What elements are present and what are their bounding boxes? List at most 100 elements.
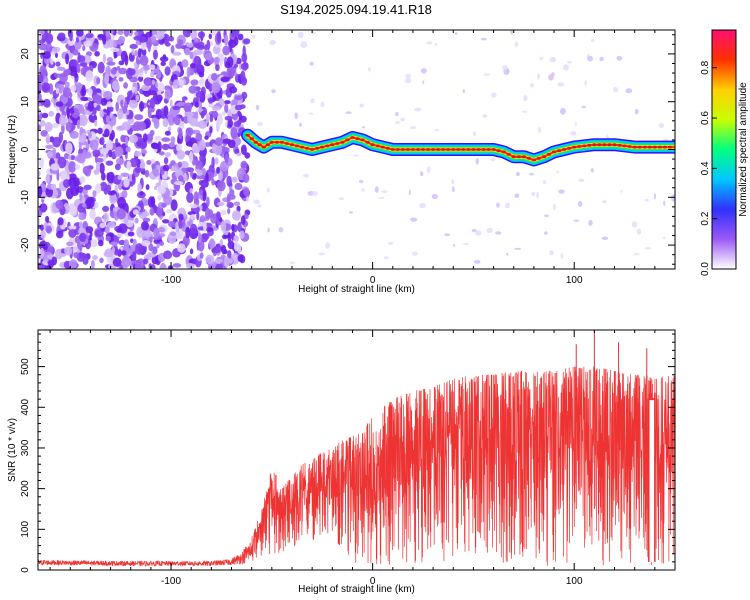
track-peak bbox=[546, 152, 552, 156]
noise-blob bbox=[197, 169, 203, 176]
noise-blob bbox=[60, 248, 66, 254]
noise-blob bbox=[410, 126, 417, 130]
noise-blob bbox=[134, 217, 139, 224]
noise-blob bbox=[97, 127, 103, 135]
noise-blob bbox=[210, 213, 217, 224]
noise-blob bbox=[38, 43, 48, 51]
track-peak bbox=[257, 143, 262, 147]
noise-blob bbox=[81, 84, 86, 96]
noise-blob bbox=[134, 166, 141, 174]
noise-blob bbox=[135, 94, 140, 102]
noise-blob bbox=[233, 121, 241, 128]
noise-blob bbox=[186, 263, 195, 269]
noise-blob bbox=[45, 41, 52, 54]
noise-blob bbox=[662, 236, 666, 240]
noise-blob bbox=[587, 55, 593, 62]
noise-blob bbox=[160, 61, 166, 67]
noise-blob bbox=[147, 196, 155, 208]
noise-blob bbox=[537, 126, 542, 134]
noise-blob bbox=[164, 66, 171, 76]
noise-blob bbox=[68, 177, 77, 189]
track-peak bbox=[627, 145, 632, 148]
noise-blob bbox=[163, 105, 169, 117]
noise-blob bbox=[257, 204, 262, 208]
noise-blob bbox=[142, 133, 148, 143]
noise-blob bbox=[211, 82, 221, 94]
noise-blob bbox=[434, 42, 438, 46]
noise-blob bbox=[573, 219, 579, 222]
track-peak bbox=[617, 143, 622, 147]
noise-blob bbox=[121, 256, 131, 268]
noise-blob bbox=[68, 225, 77, 230]
noise-blob bbox=[66, 106, 70, 117]
noise-blob bbox=[62, 86, 71, 98]
noise-blob bbox=[157, 82, 165, 93]
noise-blob bbox=[40, 192, 46, 201]
noise-blob bbox=[239, 230, 245, 239]
noise-blob bbox=[149, 207, 155, 216]
noise-blob bbox=[156, 94, 163, 102]
noise-blob bbox=[132, 82, 136, 87]
noise-blob bbox=[214, 157, 219, 165]
noise-blob bbox=[560, 107, 566, 115]
noise-blob bbox=[208, 83, 213, 92]
noise-blob bbox=[536, 191, 539, 199]
noise-blob bbox=[200, 233, 209, 243]
noise-blob bbox=[154, 186, 157, 191]
noise-blob bbox=[201, 215, 205, 220]
noise-blob bbox=[154, 81, 158, 88]
track-peak bbox=[304, 146, 310, 150]
noise-blob bbox=[584, 80, 587, 87]
noise-blob bbox=[367, 67, 371, 72]
noise-blob bbox=[193, 49, 204, 56]
noise-blob bbox=[542, 180, 546, 185]
noise-blob bbox=[38, 93, 42, 101]
noise-blob bbox=[110, 241, 119, 246]
track-peak bbox=[632, 145, 637, 149]
noise-blob bbox=[599, 56, 604, 62]
track-peak bbox=[607, 143, 612, 147]
noise-blob bbox=[105, 139, 113, 152]
noise-blob bbox=[38, 170, 41, 177]
noise-blob bbox=[147, 40, 152, 53]
noise-blob bbox=[38, 210, 43, 217]
noise-blob bbox=[303, 173, 310, 178]
noise-blob bbox=[241, 52, 248, 63]
track-peak bbox=[261, 145, 266, 149]
noise-blob bbox=[186, 42, 194, 48]
track-peak bbox=[390, 148, 395, 151]
snr-x-tick-label: -100 bbox=[161, 576, 181, 587]
track-peak bbox=[325, 144, 330, 148]
noise-blob bbox=[120, 134, 126, 142]
noise-blob bbox=[214, 137, 224, 147]
noise-blob bbox=[126, 67, 133, 80]
noise-blob bbox=[69, 205, 78, 217]
noise-blob bbox=[178, 127, 183, 140]
noise-blob bbox=[167, 126, 172, 132]
noise-blob bbox=[161, 137, 171, 142]
noise-blob bbox=[125, 146, 131, 153]
track-peak bbox=[340, 140, 345, 144]
noise-blob bbox=[563, 64, 569, 71]
noise-blob bbox=[129, 43, 138, 50]
track-peak bbox=[395, 148, 400, 151]
snr-y-tick-label: 300 bbox=[20, 439, 31, 456]
noise-blob bbox=[514, 41, 519, 48]
noise-blob bbox=[410, 217, 418, 222]
snr-series bbox=[38, 330, 675, 568]
noise-blob bbox=[374, 186, 379, 193]
noise-blob bbox=[234, 148, 240, 154]
noise-blob bbox=[243, 38, 251, 45]
noise-blob bbox=[491, 92, 497, 98]
noise-blob bbox=[82, 148, 88, 159]
noise-blob bbox=[115, 101, 119, 112]
noise-blob bbox=[153, 227, 160, 239]
noise-blob bbox=[189, 204, 198, 209]
noise-blob bbox=[156, 243, 160, 249]
noise-blob bbox=[79, 191, 83, 202]
noise-blob bbox=[137, 121, 147, 131]
noise-blob bbox=[57, 32, 66, 39]
noise-blob bbox=[112, 257, 122, 267]
noise-blob bbox=[118, 35, 126, 44]
noise-blob bbox=[225, 60, 231, 69]
